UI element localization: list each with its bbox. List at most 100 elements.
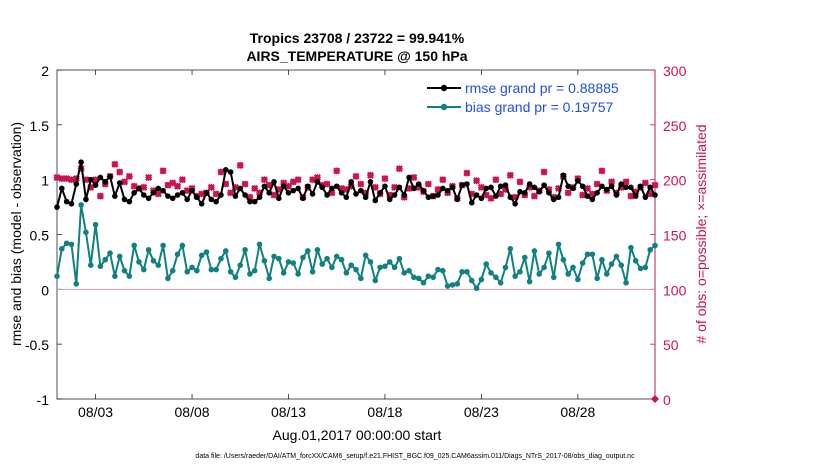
obs-count-marker: [506, 171, 514, 179]
rmse-point: [425, 194, 432, 201]
rmse-point: [155, 185, 162, 192]
obs-count-marker-cross: [395, 165, 403, 173]
bias-point: [324, 255, 330, 262]
bias-point: [251, 267, 258, 274]
obs-count-marker-cross: [487, 194, 495, 202]
bias-point: [512, 273, 518, 279]
obs-count-marker-cross: [96, 192, 104, 200]
rmse-point: [78, 159, 84, 165]
obs-count-marker: [530, 192, 539, 200]
obs-count-marker: [96, 192, 105, 200]
y2-tick-label: 300: [663, 63, 687, 79]
obs-count-marker: [198, 190, 206, 198]
obs-count-marker: [294, 176, 302, 184]
x-tick-label: 08/13: [271, 404, 306, 420]
obs-count-marker-cross: [366, 171, 374, 179]
x-tick-label: 08/03: [78, 404, 113, 420]
bias-point: [425, 273, 432, 279]
chart-subtitle: AIRS_TEMPERATURE @ 150 hPa: [246, 48, 467, 64]
bias-point: [637, 265, 644, 272]
obs-count-marker: [357, 180, 365, 188]
rmse-point: [290, 187, 297, 194]
rmse-point: [63, 198, 70, 205]
bias-point: [560, 256, 567, 263]
rmse-point: [386, 196, 393, 203]
obs-count-marker: [120, 178, 129, 186]
rmse-point: [208, 196, 215, 203]
obs-count-marker: [159, 167, 167, 175]
bias-point: [483, 261, 490, 267]
bias-point: [473, 285, 480, 292]
bias-point: [493, 274, 499, 281]
y2-tick-label: 200: [663, 173, 687, 189]
rmse-point: [502, 182, 509, 188]
bias-point: [555, 241, 562, 248]
y-tick-label: 2: [41, 63, 49, 79]
bias-point: [623, 279, 629, 286]
obs-count-marker-cross: [323, 180, 331, 188]
bias-point: [603, 271, 610, 277]
bias-point: [261, 258, 268, 264]
rmse-point: [550, 196, 557, 203]
rmse-point: [372, 197, 379, 204]
bias-point: [579, 260, 586, 266]
obs-count-marker: [439, 176, 447, 184]
rmse-point: [579, 183, 586, 190]
obs-count-marker: [212, 190, 220, 198]
obs-count-marker: [641, 179, 649, 187]
obs-count-marker-cross: [564, 189, 572, 197]
bias-point: [165, 275, 171, 282]
rmse-point: [647, 184, 653, 191]
rmse-point: [189, 187, 195, 194]
rmse-point: [493, 193, 499, 199]
rmse-point: [440, 185, 446, 192]
obs-count-marker-cross: [540, 168, 548, 176]
bias-point: [227, 268, 234, 275]
y2-tick-label: 50: [663, 337, 679, 353]
rmse-point: [473, 192, 480, 198]
obs-count-marker-cross: [477, 183, 485, 191]
bias-point: [266, 275, 272, 282]
obs-count-marker-cross: [424, 180, 432, 188]
rmse-point: [618, 181, 625, 187]
obs-count-marker-cross: [285, 182, 292, 190]
bias-point: [613, 253, 620, 260]
bias-point: [401, 270, 408, 276]
bias-point: [444, 283, 451, 289]
rmse-point: [150, 190, 157, 196]
rmse-point: [73, 181, 80, 187]
obs-count-marker-cross: [236, 161, 244, 169]
rmse-point: [203, 190, 210, 196]
obs-count-marker-cross: [67, 176, 75, 184]
obs-count-marker: [227, 189, 235, 197]
obs-count-marker-cross: [410, 173, 418, 181]
obs-count-marker: [313, 173, 322, 182]
bias-point: [194, 267, 200, 274]
rmse-point: [83, 196, 89, 203]
rmse-point: [165, 193, 171, 199]
rmse-point: [145, 195, 152, 202]
bias-point: [502, 264, 509, 271]
bias-point: [141, 266, 147, 273]
bias-point: [546, 250, 552, 256]
rmse-point: [276, 195, 282, 202]
bias-point: [73, 281, 80, 287]
x-tick-label: 08/08: [175, 404, 210, 420]
obs-count-marker: [63, 174, 71, 183]
bias-point: [145, 247, 152, 253]
rmse-point: [213, 198, 219, 205]
rmse-point: [411, 185, 417, 192]
bias-point: [575, 276, 581, 283]
bias-point: [189, 264, 195, 271]
bias-point: [107, 250, 113, 256]
obs-count-marker: [424, 180, 432, 188]
obs-count-marker-cross: [371, 183, 379, 191]
obs-count-marker: [651, 181, 659, 189]
obs-count-marker: [607, 178, 616, 186]
rmse-point: [517, 188, 523, 195]
rmse-point: [362, 194, 369, 201]
obs-count-marker: [395, 165, 404, 173]
bias-point: [386, 259, 393, 265]
obs-count-marker-cross: [178, 176, 186, 184]
